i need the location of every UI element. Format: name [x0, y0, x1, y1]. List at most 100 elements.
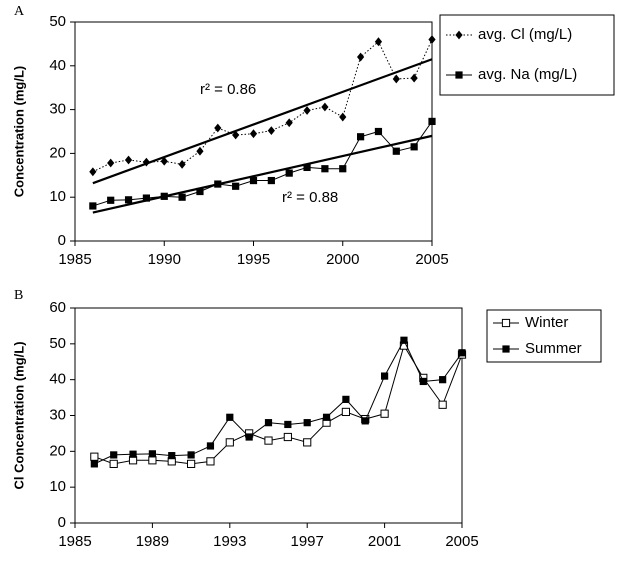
marker: [232, 182, 240, 190]
y-tick-label: 40: [49, 57, 66, 74]
marker: [124, 196, 133, 204]
marker: [178, 159, 186, 169]
marker: [107, 196, 115, 204]
annotation: r² = 0.86: [200, 81, 256, 98]
marker: [321, 102, 329, 112]
series-line: [94, 339, 463, 465]
series: [90, 336, 466, 468]
marker: [264, 436, 273, 445]
marker: [380, 409, 389, 418]
series-line: [94, 344, 463, 465]
legend-marker: [455, 71, 463, 79]
x-tick-label: 1989: [136, 533, 169, 550]
legend-label: Winter: [525, 314, 568, 331]
marker: [245, 433, 253, 441]
marker: [267, 176, 275, 185]
legend-marker: [502, 345, 510, 353]
x-tick-label: 2005: [445, 533, 478, 550]
y-tick-label: 20: [49, 144, 66, 161]
marker: [264, 419, 273, 427]
marker: [438, 400, 447, 409]
marker: [285, 118, 293, 128]
y-tick-label: 40: [49, 371, 66, 388]
marker: [187, 459, 196, 468]
legend-marker: [455, 30, 463, 40]
y-tick-label: 60: [49, 299, 66, 316]
panel-label: B: [14, 288, 23, 303]
marker: [339, 165, 347, 173]
marker: [400, 336, 408, 344]
y-tick-label: 10: [49, 478, 66, 495]
series: [89, 117, 436, 210]
marker: [160, 156, 168, 166]
marker: [381, 372, 389, 380]
marker: [214, 123, 222, 133]
marker: [357, 133, 365, 141]
x-tick-label: 1993: [213, 533, 246, 550]
y-tick-label: 0: [58, 232, 66, 249]
marker: [341, 407, 350, 417]
x-tick-label: 1985: [58, 251, 91, 268]
marker: [339, 112, 347, 122]
marker: [124, 155, 133, 165]
x-tick-label: 1990: [148, 251, 181, 268]
y-tick-label: 30: [49, 406, 66, 423]
y-axis-title: Cl Concentration (mg/L): [11, 341, 26, 489]
series: [90, 341, 467, 468]
marker: [206, 442, 215, 450]
marker: [428, 117, 436, 126]
marker: [90, 460, 98, 468]
legend-label: avg. Na (mg/L): [478, 66, 577, 83]
marker: [249, 129, 258, 139]
marker: [284, 420, 292, 429]
y-tick-label: 30: [49, 101, 66, 118]
marker: [361, 417, 369, 425]
x-tick-label: 2005: [415, 251, 448, 268]
marker: [214, 180, 222, 188]
x-tick-label: 2001: [368, 533, 401, 550]
marker: [321, 165, 329, 173]
marker: [357, 52, 365, 62]
y-tick-label: 10: [49, 188, 66, 205]
marker: [283, 432, 292, 442]
marker: [90, 452, 99, 461]
marker: [148, 456, 157, 465]
marker: [187, 451, 195, 459]
marker: [428, 35, 436, 44]
x-tick-label: 1995: [237, 251, 270, 268]
panel-label: A: [14, 4, 25, 19]
marker: [410, 73, 418, 83]
marker: [322, 413, 331, 421]
marker: [142, 157, 150, 167]
series-line: [92, 39, 433, 173]
y-tick-label: 50: [49, 13, 66, 30]
marker: [178, 193, 186, 201]
marker: [285, 169, 293, 177]
marker: [226, 413, 234, 421]
marker: [267, 126, 275, 136]
marker: [249, 176, 258, 185]
y-tick-label: 20: [49, 442, 66, 459]
marker: [196, 146, 204, 156]
marker: [303, 106, 311, 115]
marker: [142, 194, 150, 202]
marker: [206, 457, 215, 466]
marker: [89, 167, 97, 177]
legend-box: [486, 309, 602, 363]
marker: [160, 192, 168, 200]
annotation: r² = 0.88: [282, 189, 338, 206]
marker: [303, 438, 312, 447]
x-tick-label: 1997: [291, 533, 324, 550]
legend-label: Summer: [525, 340, 582, 357]
x-tick-label: 2000: [326, 251, 359, 268]
marker: [109, 459, 118, 468]
marker: [392, 74, 400, 84]
marker: [225, 438, 234, 447]
marker: [392, 147, 400, 155]
marker: [458, 349, 466, 357]
marker: [148, 450, 156, 458]
marker: [168, 452, 176, 460]
marker: [410, 143, 418, 151]
marker: [342, 395, 350, 403]
y-tick-label: 0: [58, 514, 66, 531]
